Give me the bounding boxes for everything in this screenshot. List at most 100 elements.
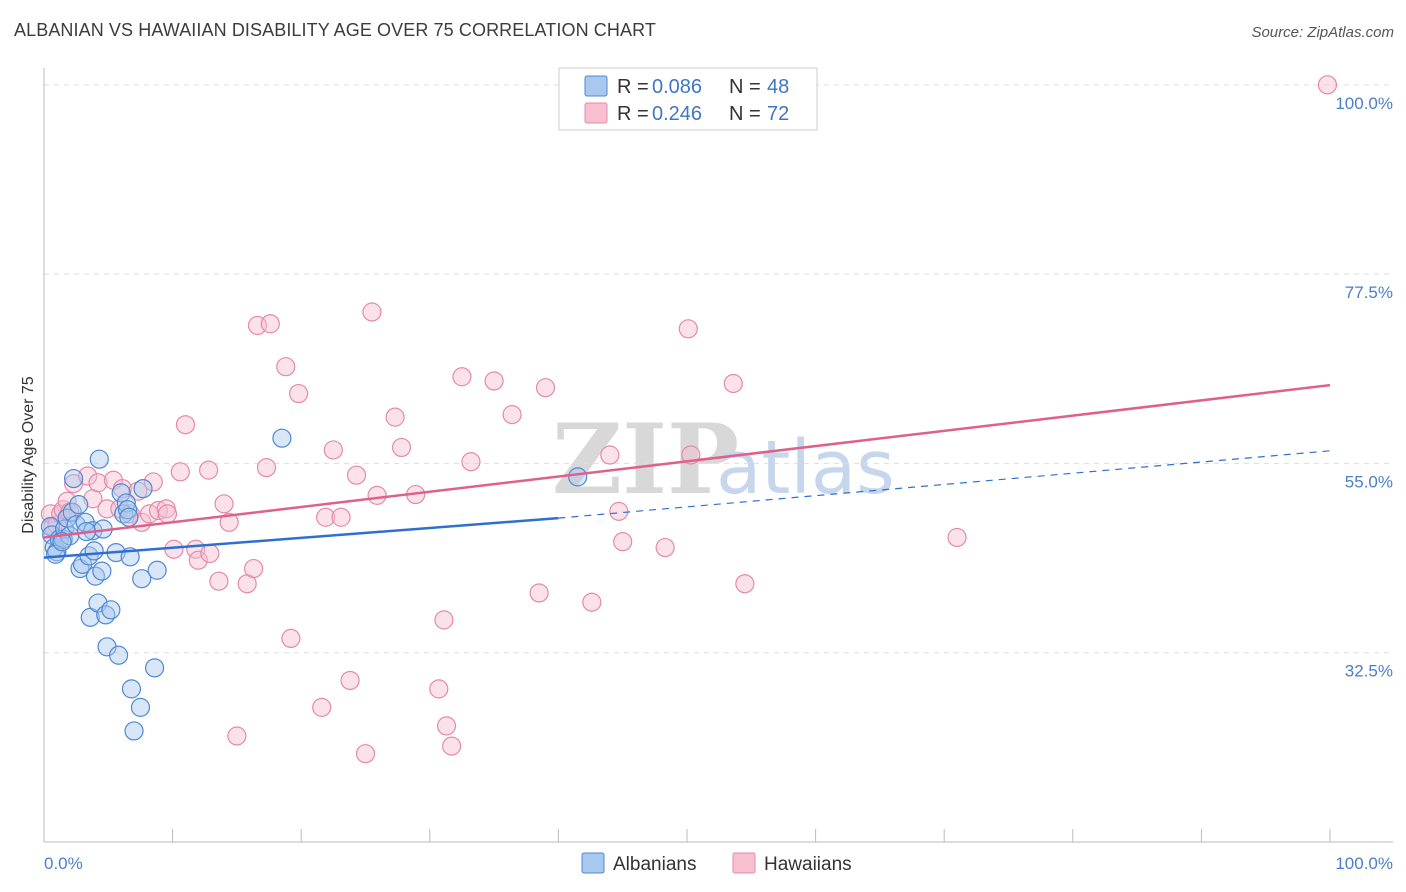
- legend-n-label-hawaiians: N =: [729, 103, 761, 125]
- hawaiian-point-24: [170, 462, 190, 482]
- hawaiian-point-74: [1317, 75, 1338, 95]
- hawaiian-point-43: [316, 507, 336, 527]
- albanian-point-12: [69, 495, 89, 515]
- hawaiian-point-52: [391, 437, 412, 458]
- hawaiian-point-31: [214, 494, 234, 514]
- hawaiian-point-60: [484, 371, 504, 391]
- y-tick-labels: 32.5% 55.0% 77.5% 100.0%: [1335, 94, 1393, 681]
- y-tick-label-2: 77.5%: [1345, 283, 1393, 302]
- legend-r-value-hawaiians: 0.246: [652, 103, 702, 125]
- hawaiian-point-64: [582, 592, 602, 612]
- hawaiians-points: [40, 75, 1338, 764]
- hawaiian-point-68: [655, 537, 675, 558]
- hawaiians-trend-line: [43, 383, 1331, 539]
- albanian-point-9: [62, 502, 82, 522]
- albanian-point-44: [568, 467, 588, 487]
- albanian-point-30: [111, 483, 131, 503]
- albanian-point-38: [130, 697, 151, 717]
- hawaiian-point-71: [723, 373, 743, 394]
- albanian-point-20: [85, 566, 106, 586]
- legend-n-label-albanians: N =: [729, 76, 761, 98]
- albanian-point-40: [133, 479, 153, 499]
- bottom-legend-label-albanians: Albanians: [613, 854, 696, 875]
- hawaiian-point-41: [289, 383, 309, 404]
- legend-r-value-albanians: 0.086: [652, 76, 702, 98]
- hawaiian-point-67: [613, 532, 633, 552]
- hawaiian-point-56: [436, 716, 457, 736]
- hawaiian-point-69: [678, 319, 698, 339]
- albanian-point-19: [84, 541, 104, 561]
- hawaiian-point-19: [143, 472, 163, 492]
- albanian-point-36: [121, 679, 142, 699]
- bottom-legend-swatch-albanians: [581, 852, 605, 874]
- bottom-legend-label-hawaiians: Hawaiians: [764, 854, 852, 875]
- hawaiian-point-65: [600, 445, 620, 465]
- hawaiian-point-33: [227, 726, 247, 746]
- hawaiian-point-38: [260, 314, 280, 334]
- albanian-point-45: [45, 544, 66, 564]
- hawaiian-point-22: [157, 504, 178, 524]
- y-tick-label-1: 55.0%: [1345, 472, 1393, 491]
- hawaiian-point-57: [442, 736, 462, 756]
- hawaiian-point-39: [276, 357, 296, 377]
- hawaiian-point-47: [346, 465, 367, 485]
- albanian-point-46: [52, 532, 72, 552]
- albanian-point-23: [92, 561, 112, 581]
- hawaiian-point-61: [502, 405, 522, 425]
- hawaiian-point-44: [323, 440, 343, 460]
- axes: [43, 68, 1393, 843]
- legend-r-label-hawaiians: R =: [617, 103, 649, 125]
- hawaiian-point-55: [434, 610, 454, 630]
- hawaiian-point-37: [256, 458, 277, 478]
- hawaiian-point-59: [461, 452, 481, 472]
- hawaiian-point-32: [219, 512, 239, 532]
- bottom-legend-swatch-hawaiians: [732, 852, 756, 874]
- hawaiian-point-51: [385, 407, 405, 427]
- albanian-point-29: [108, 645, 129, 665]
- y-tick-label-3: 100.0%: [1335, 94, 1393, 113]
- correlation-legend: R = 0.086 N = 48 R = 0.246 N = 72: [558, 67, 818, 131]
- hawaiian-point-45: [331, 507, 351, 527]
- albanian-point-37: [124, 721, 144, 741]
- hawaiian-point-48: [355, 744, 376, 764]
- hawaiian-point-25: [175, 415, 196, 435]
- albanians-points: [40, 428, 588, 741]
- hawaiian-point-46: [340, 670, 360, 691]
- hawaiian-point-54: [429, 679, 449, 699]
- albanian-point-39: [132, 569, 152, 589]
- hawaiian-point-72: [735, 574, 755, 594]
- x-axis-ticks: [43, 829, 1331, 842]
- x-tick-label-min: 0.0%: [44, 854, 83, 873]
- hawaiian-point-35: [244, 558, 264, 579]
- legend-n-value-hawaiians: 72: [767, 103, 789, 125]
- albanian-point-33: [117, 500, 138, 520]
- hawaiian-point-58: [452, 367, 472, 387]
- albanian-point-43: [272, 428, 292, 448]
- hawaiian-point-73: [947, 527, 967, 548]
- y-tick-label-0: 32.5%: [1345, 662, 1393, 681]
- y-axis-title: Disability Age Over 75: [20, 376, 37, 534]
- albanian-point-32: [116, 493, 136, 513]
- hawaiian-point-50: [367, 485, 387, 505]
- chart-source: Source: ZipAtlas.com: [1251, 24, 1394, 41]
- legend-swatch-hawaiians: [584, 102, 608, 124]
- hawaiian-point-28: [199, 460, 219, 480]
- albanian-point-42: [147, 560, 167, 580]
- legend-r-label-albanians: R =: [617, 76, 649, 98]
- hawaiian-point-66: [609, 501, 629, 521]
- albanians-trend-line: [43, 516, 559, 559]
- chart-title: ALBANIAN VS HAWAIIAN DISABILITY AGE OVER…: [14, 20, 656, 40]
- legend-n-value-albanians: 48: [767, 76, 789, 98]
- hawaiian-point-62: [529, 583, 549, 603]
- hawaiian-point-49: [362, 302, 382, 322]
- albanian-point-41: [144, 658, 165, 678]
- albanian-point-22: [89, 449, 109, 469]
- watermark-atlas: atlas: [716, 425, 895, 511]
- series-legend: Albanians Hawaiians: [581, 852, 852, 875]
- albanian-point-34: [119, 507, 139, 527]
- albanian-point-27: [101, 600, 121, 620]
- hawaiian-point-10: [88, 473, 108, 493]
- hawaiian-point-29: [200, 543, 220, 564]
- hawaiian-point-8: [78, 466, 98, 486]
